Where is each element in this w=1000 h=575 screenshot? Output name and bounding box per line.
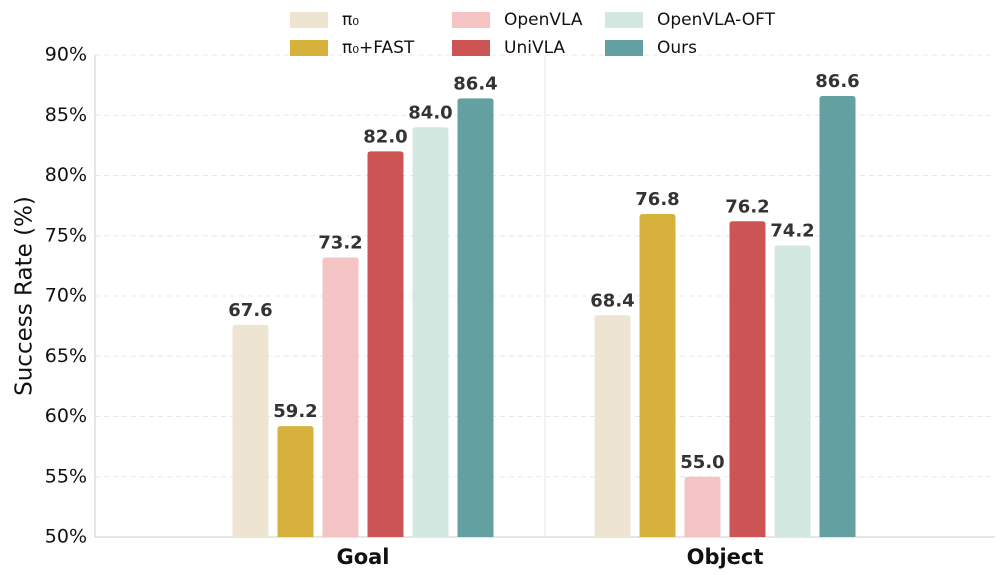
bar xyxy=(277,426,314,537)
legend-swatch xyxy=(452,40,490,56)
bar xyxy=(774,245,811,537)
bar-value-label: 82.0 xyxy=(363,126,407,147)
bar xyxy=(412,127,449,538)
y-tick-label: 85% xyxy=(45,104,87,126)
category-label: Goal xyxy=(336,545,389,569)
bar-value-label: 74.2 xyxy=(770,220,814,241)
y-tick-label: 65% xyxy=(45,345,87,367)
bar xyxy=(457,98,494,537)
bar-value-label: 86.6 xyxy=(815,71,859,92)
legend-swatch xyxy=(605,40,643,56)
legend-label: π₀ xyxy=(342,10,359,30)
y-tick-labels: 50% 55% 60% 65% 70% 75% 80% 85% 90% xyxy=(45,44,87,548)
legend: π₀ π₀+FAST OpenVLA UniVLA OpenVLA-OFT Ours xyxy=(290,10,776,58)
y-tick-label: 60% xyxy=(45,405,87,427)
legend-label: UniVLA xyxy=(504,38,565,58)
bar-value-label: 55.0 xyxy=(680,452,724,473)
bar xyxy=(684,476,721,537)
legend-swatch xyxy=(452,12,490,28)
bar-value-label: 84.0 xyxy=(408,102,452,123)
legend-label: OpenVLA-OFT xyxy=(657,10,776,30)
value-labels: 67.6 59.2 73.2 82.084.086.4 68.4 76.8 55.0 76.2… xyxy=(228,71,859,473)
y-tick-label: 50% xyxy=(45,526,87,548)
y-axis-title: Success Rate (%) xyxy=(12,196,38,396)
legend-label: Ours xyxy=(657,38,697,58)
bars xyxy=(170,94,918,538)
legend-label: OpenVLA xyxy=(504,10,583,30)
category-label: Object xyxy=(687,545,764,569)
bar-value-label: 73.2 xyxy=(318,232,362,253)
y-tick-label: 70% xyxy=(45,285,87,307)
bar xyxy=(729,221,766,538)
bar-value-label: 76.8 xyxy=(635,189,679,210)
bar-value-label: 86.4 xyxy=(453,73,497,94)
y-tick-label: 80% xyxy=(45,164,87,186)
bar xyxy=(232,324,269,537)
category-labels: Goal Object xyxy=(336,545,763,569)
legend-swatch xyxy=(290,40,328,56)
legend-label: π₀+FAST xyxy=(342,38,415,58)
y-tick-label: 75% xyxy=(45,224,87,246)
bar xyxy=(639,214,676,537)
bar-value-label: 76.2 xyxy=(725,196,769,217)
bar xyxy=(322,257,359,537)
bar xyxy=(367,151,404,537)
y-tick-label: 55% xyxy=(45,465,87,487)
bar-value-label: 67.6 xyxy=(228,300,272,321)
legend-swatch xyxy=(290,12,328,28)
bar-value-label: 59.2 xyxy=(273,401,317,422)
bar xyxy=(819,95,856,537)
legend-swatch xyxy=(605,12,643,28)
bar-value-label: 68.4 xyxy=(590,290,634,311)
bar xyxy=(594,315,631,537)
y-tick-label: 90% xyxy=(45,44,87,66)
